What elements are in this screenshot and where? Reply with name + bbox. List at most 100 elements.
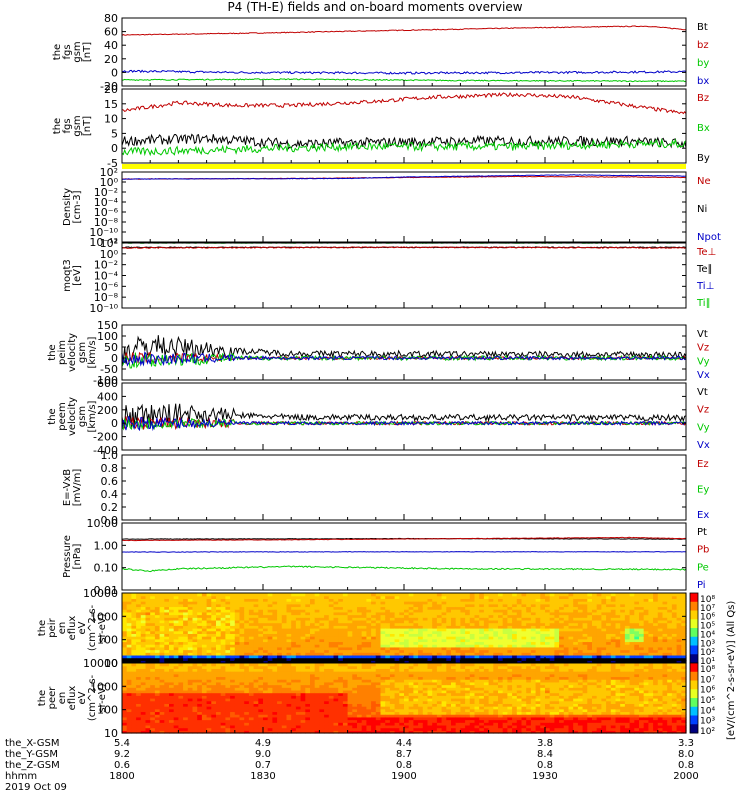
spectrogram-cell — [173, 601, 179, 605]
spectrogram-cell — [277, 722, 283, 726]
spectrogram-cell — [300, 730, 306, 734]
spectrogram-cell — [657, 646, 664, 651]
spectrogram-cell — [507, 633, 513, 637]
spectrogram-cell — [432, 598, 438, 602]
y-tick-label: 50 — [104, 341, 118, 354]
spectrogram-cell — [126, 601, 132, 605]
spectrogram-cell — [131, 671, 137, 675]
spectrogram-cell — [460, 644, 466, 648]
spectrogram-cell — [540, 611, 546, 616]
spectrogram-cell — [291, 663, 297, 667]
spectrogram-cell — [620, 625, 626, 629]
spectrogram-cell — [225, 703, 231, 707]
spectrogram-cell — [201, 681, 208, 686]
spectrogram-cell — [436, 657, 443, 661]
spectrogram-cell — [281, 671, 288, 675]
spectrogram-cell — [436, 598, 443, 602]
spectrogram-cell — [521, 630, 527, 634]
spectrogram-cell — [469, 660, 476, 664]
spectrogram-cell — [164, 625, 170, 629]
spectrogram-cell — [338, 668, 344, 672]
spectrogram-cell — [451, 630, 457, 634]
spectrogram-cell — [516, 606, 523, 610]
spectrogram-cell — [502, 593, 508, 597]
spectrogram-cell — [216, 609, 222, 613]
spectrogram-cell — [244, 724, 250, 729]
spectrogram-cell — [676, 646, 682, 651]
spectrogram-cell — [319, 593, 325, 597]
spectrogram-cell — [526, 601, 532, 605]
spectrogram-cell — [342, 593, 349, 597]
spectrogram-cell — [201, 601, 208, 605]
spectrogram-cell — [310, 646, 316, 651]
spectrogram-cell — [530, 628, 537, 632]
spectrogram-cell — [357, 687, 363, 691]
spectrogram-cell — [178, 617, 184, 621]
spectrogram-cell — [404, 619, 410, 624]
spectrogram-cell — [436, 609, 443, 613]
spectrogram-cell — [310, 687, 316, 691]
spectrogram-cell — [150, 676, 156, 680]
spectrogram-cell — [418, 611, 424, 616]
spectrogram-cell — [380, 633, 386, 637]
spectrogram-cell — [446, 593, 452, 597]
spectrogram-cell — [206, 630, 212, 634]
spectrogram-cell — [239, 663, 245, 667]
spectrogram-cell — [375, 727, 382, 731]
spectrogram-cell — [629, 660, 635, 664]
spectrogram-cell — [676, 619, 682, 624]
spectrogram-cell — [277, 719, 283, 723]
spectrogram-cell — [206, 636, 212, 640]
spectrogram-cell — [451, 638, 457, 643]
spectrogram-cell — [465, 617, 471, 621]
spectrogram-cell — [328, 706, 335, 710]
spectrogram-cell — [328, 679, 335, 683]
spectrogram-cell — [234, 719, 241, 723]
spectrogram-cell — [126, 628, 132, 632]
spectrogram-cell — [498, 649, 504, 653]
series-line-Vt — [121, 335, 687, 367]
spectrogram-cell — [455, 628, 461, 632]
spectrogram-cell — [399, 633, 405, 637]
spectrogram-cell — [639, 652, 645, 656]
spectrogram-cell — [474, 652, 480, 656]
spectrogram-cell — [154, 649, 161, 653]
spectrogram-cell — [577, 603, 584, 608]
spectrogram-cell — [206, 703, 212, 707]
spectrogram-cell — [479, 622, 485, 626]
spectrogram-cell — [281, 630, 288, 634]
spectrogram-cell — [404, 641, 410, 645]
spectrogram-cell — [357, 644, 363, 648]
spectrogram-cell — [295, 695, 302, 699]
spectrogram-cell — [498, 644, 504, 648]
spectrogram-cell — [371, 595, 377, 599]
spectrogram-cell — [122, 679, 128, 683]
spectrogram-cell — [281, 684, 288, 688]
spectrogram-cell — [436, 628, 443, 632]
spectrogram-cell — [267, 646, 273, 651]
spectrogram-cell — [192, 633, 198, 637]
spectrogram-cell — [657, 614, 664, 618]
spectrogram-cell — [183, 673, 189, 678]
y-axis-label: the — [37, 620, 48, 636]
spectrogram-cell — [606, 654, 612, 659]
spectrogram-cell — [451, 619, 457, 624]
spectrogram-cell — [197, 724, 203, 729]
spectrogram-cell — [140, 671, 147, 675]
spectrogram-cell — [554, 622, 560, 626]
spectrogram-cell — [295, 687, 302, 691]
spectrogram-cell — [657, 657, 664, 661]
spectrogram-cell — [563, 628, 570, 632]
spectrogram-cell — [305, 649, 311, 653]
spectrogram-cell — [380, 644, 386, 648]
spectrogram-cell — [178, 727, 184, 731]
spectrogram-cell — [357, 609, 363, 613]
spectrogram-cell — [371, 711, 377, 715]
spectrogram-cell — [206, 719, 212, 723]
spectrogram-cell — [253, 708, 259, 713]
spectrogram-cell — [126, 681, 132, 686]
spectrogram-cell — [347, 654, 353, 659]
spectrogram-cell — [234, 654, 241, 659]
spectrogram-cell — [211, 719, 217, 723]
spectrogram-cell — [310, 636, 316, 640]
